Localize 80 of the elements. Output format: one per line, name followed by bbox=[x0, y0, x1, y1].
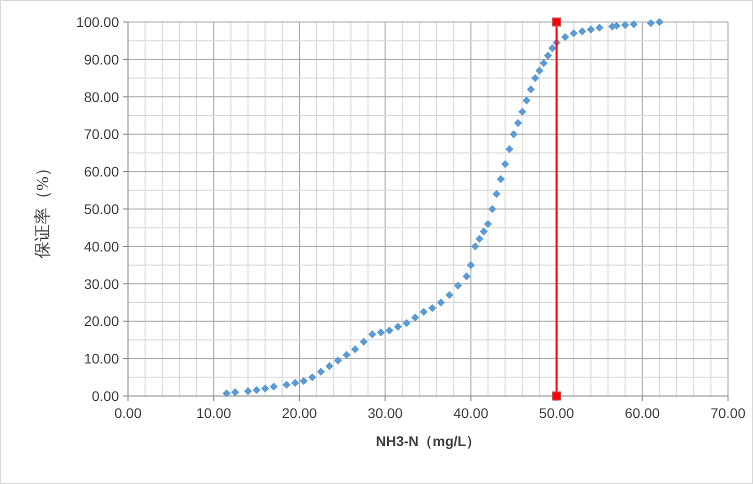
x-tick-label: 10.00 bbox=[196, 405, 232, 421]
point bbox=[492, 190, 501, 198]
point bbox=[552, 392, 562, 400]
point bbox=[484, 220, 492, 228]
point bbox=[342, 350, 351, 359]
point bbox=[334, 356, 342, 364]
point bbox=[646, 19, 655, 28]
point bbox=[300, 377, 308, 386]
point bbox=[436, 298, 445, 306]
point bbox=[496, 175, 505, 184]
point bbox=[510, 130, 518, 138]
point bbox=[561, 32, 570, 41]
point bbox=[505, 145, 514, 154]
x-tick-label: 70.00 bbox=[710, 405, 746, 421]
point bbox=[621, 20, 630, 29]
point bbox=[385, 326, 394, 335]
point bbox=[291, 378, 300, 387]
y-tick-label: 20.00 bbox=[84, 313, 120, 330]
y-tick-label: 70.00 bbox=[84, 126, 120, 142]
point bbox=[231, 388, 240, 396]
y-tick-label: 80.00 bbox=[84, 88, 120, 105]
point bbox=[586, 25, 595, 34]
point bbox=[501, 160, 510, 168]
point bbox=[514, 118, 522, 127]
point bbox=[394, 322, 402, 331]
point bbox=[270, 382, 278, 391]
point bbox=[475, 234, 484, 243]
point bbox=[454, 282, 462, 290]
point bbox=[595, 24, 604, 32]
y-tick-label: 40.00 bbox=[84, 238, 120, 254]
point bbox=[488, 205, 496, 213]
point bbox=[261, 384, 270, 393]
point bbox=[578, 27, 586, 36]
point bbox=[480, 227, 488, 236]
point bbox=[471, 242, 480, 250]
point bbox=[466, 261, 475, 270]
point bbox=[308, 373, 316, 382]
x-tick-label: 60.00 bbox=[624, 405, 660, 421]
x-tick-label: 20.00 bbox=[282, 405, 318, 421]
y-tick-label: 0.00 bbox=[92, 388, 120, 404]
point bbox=[526, 85, 535, 94]
x-tick-label: 30.00 bbox=[368, 405, 403, 421]
point bbox=[548, 44, 556, 52]
point bbox=[411, 313, 420, 322]
point bbox=[222, 389, 231, 398]
point bbox=[544, 52, 552, 60]
point bbox=[570, 29, 578, 38]
point bbox=[552, 18, 562, 26]
x-tick-label: 0.00 bbox=[114, 405, 142, 421]
point bbox=[244, 387, 252, 396]
point bbox=[445, 291, 454, 300]
y-tick-label: 90.00 bbox=[84, 51, 120, 68]
point bbox=[655, 18, 664, 26]
y-axis-title: 保证率（%） bbox=[33, 159, 52, 259]
y-tick-label: 30.00 bbox=[84, 276, 120, 292]
point bbox=[325, 362, 334, 370]
point bbox=[535, 66, 544, 75]
x-tick-label: 50.00 bbox=[539, 405, 574, 421]
point bbox=[420, 308, 428, 316]
point bbox=[402, 319, 411, 328]
point bbox=[428, 304, 436, 312]
y-tick-label: 10.00 bbox=[84, 350, 120, 367]
x-tick-label: 40.00 bbox=[453, 405, 489, 421]
x-axis-title: NH3-N（mg/L） bbox=[376, 433, 480, 449]
y-tick-label: 100.00 bbox=[76, 14, 120, 30]
point bbox=[540, 59, 548, 68]
point bbox=[316, 368, 325, 376]
point bbox=[522, 96, 531, 105]
point bbox=[462, 272, 471, 280]
point bbox=[376, 328, 385, 336]
point bbox=[518, 108, 526, 116]
y-tick-label: 60.00 bbox=[84, 164, 120, 180]
point bbox=[252, 386, 261, 394]
point bbox=[360, 338, 368, 346]
point bbox=[630, 20, 638, 28]
point bbox=[368, 330, 376, 338]
y-tick-label: 50.00 bbox=[84, 201, 120, 217]
point bbox=[282, 380, 291, 389]
point bbox=[351, 345, 360, 354]
point bbox=[531, 74, 540, 82]
